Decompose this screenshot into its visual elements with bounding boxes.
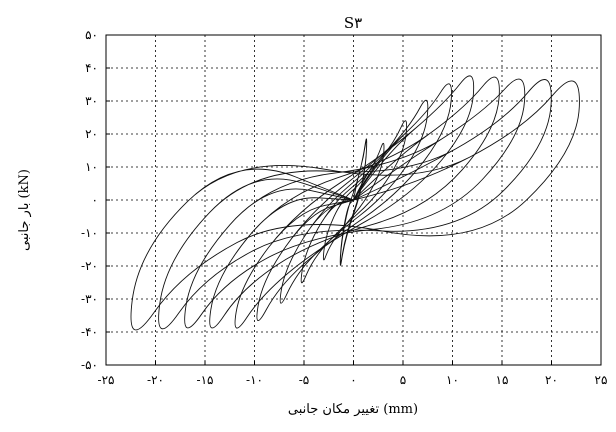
x-tick-label: ۱۰ [446,373,459,387]
x-tick-label: ۵ [400,373,406,387]
y-tick-label: ۲۰ [85,127,98,141]
y-tick-labels: -۵۰ -۴۰ -۳۰ -۲۰ -۱۰ ۰ ۱۰ ۲۰ ۳۰ ۴۰ ۵۰ [81,28,98,372]
ticks [105,34,602,366]
x-tick-label: ۲۵ [595,373,608,387]
series [130,75,580,331]
hysteresis-loop-5 [256,83,452,321]
hysteresis-loop-7 [209,76,500,329]
hysteresis-loop-3 [300,120,408,284]
x-tick-labels: -۲۵ -۲۰ -۱۵ -۱۰ -۵ ۰ ۵ ۱۰ ۱۵ ۲۰ ۲۵ [98,373,608,387]
y-tick-label: -۲۰ [81,259,98,273]
hysteresis-loop-10 [130,80,580,331]
hysteresis-loop-6 [234,75,475,329]
x-tick-label: -۱۵ [197,373,214,387]
hysteresis-loop-4 [279,99,429,304]
y-tick-label: -۳۰ [81,292,98,306]
x-tick-label: ۱۵ [496,373,509,387]
y-tick-label: ۱۰ [85,160,98,174]
hysteresis-loop-9 [158,79,552,330]
y-tick-label: ۵۰ [85,28,98,42]
y-tick-label: -۴۰ [81,325,98,339]
y-axis-label: بار جانبی (kN) [17,169,32,251]
y-tick-label: ۳۰ [85,94,98,108]
x-tick-label: -۲۰ [147,373,164,387]
x-tick-label: ۲۰ [545,373,558,387]
y-tick-label: ۴۰ [85,61,98,75]
x-axis-label: تغییر مکان جانبی (mm) [288,402,418,417]
x-tick-label: -۱۰ [246,373,263,387]
x-tick-label: ۰ [350,373,356,387]
hysteresis-loop-1 [339,138,368,266]
chart-title: S۳ [344,14,362,32]
x-tick-label: -۵ [299,373,310,387]
x-tick-label: -۲۵ [98,373,115,387]
y-tick-label: -۵۰ [81,358,98,372]
y-tick-label: ۰ [92,193,98,207]
y-tick-label: -۱۰ [81,226,98,240]
hysteresis-loop-8 [184,78,526,329]
